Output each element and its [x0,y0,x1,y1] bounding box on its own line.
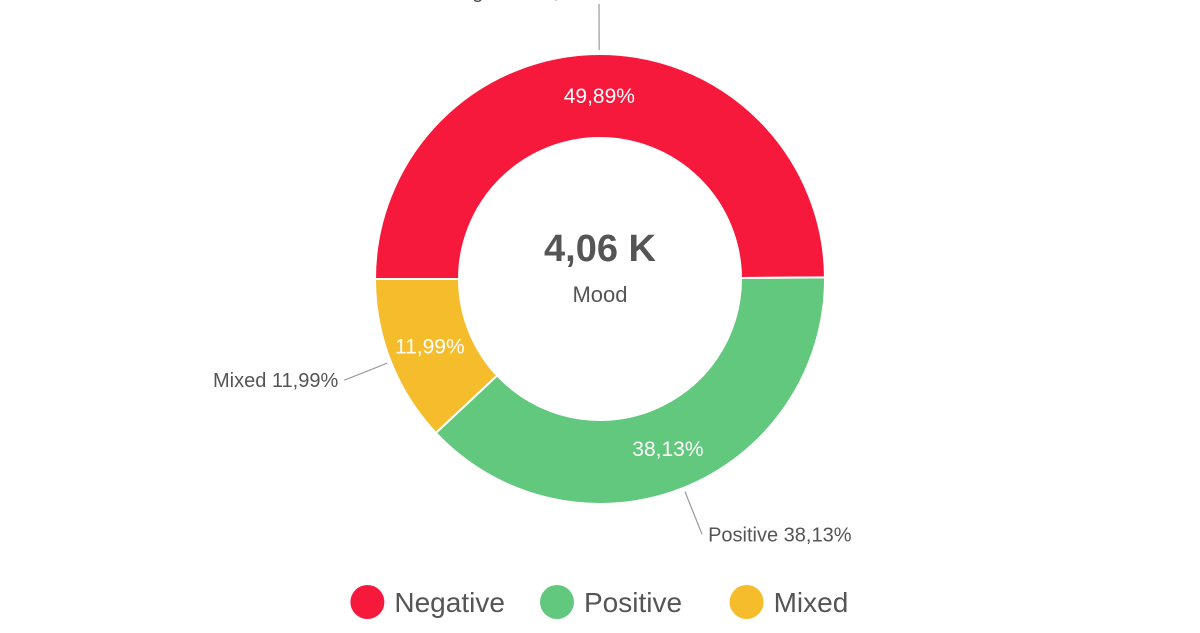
legend-label-positive: Positive [584,587,682,618]
center-caption: Mood [572,282,627,307]
legend-item-mixed[interactable]: Mixed [729,585,849,619]
legend-item-positive[interactable]: Positive [540,585,682,619]
slice-labels-layer: 49,89% 38,13% 11,99% [395,85,704,461]
slice-mixed[interactable] [373,278,499,435]
slices-layer [373,53,827,505]
slice-label-positive: 38,13% [632,438,703,461]
leaders-layer [344,3,703,535]
legend-label-negative: Negative [394,587,505,618]
callout-label-mixed: Mixed 11,99% [213,370,338,392]
legend-label-mixed: Mixed [774,587,849,618]
legend-swatch-negative [350,585,385,619]
callout-labels-layer: Negative 49,89% Positive 38,13% Mixed 11,9… [213,0,852,546]
slice-negative[interactable] [373,53,827,280]
slice-positive[interactable] [434,276,826,505]
legend-swatch-positive [540,585,574,619]
legend-swatch-mixed [729,585,764,619]
center-total-value: 4,06 K [544,228,657,270]
legend-item-negative[interactable]: Negative [350,585,505,619]
leader-line-positive [684,491,703,535]
slice-label-mixed: 11,99% [395,335,465,358]
leader-line-mixed [344,362,388,381]
slice-label-negative: 49,89% [564,85,635,108]
callout-label-negative: Negative 49,89% [447,0,600,3]
callout-label-positive: Positive 38,13% [708,524,852,546]
legend: Negative Positive Mixed [350,585,848,619]
